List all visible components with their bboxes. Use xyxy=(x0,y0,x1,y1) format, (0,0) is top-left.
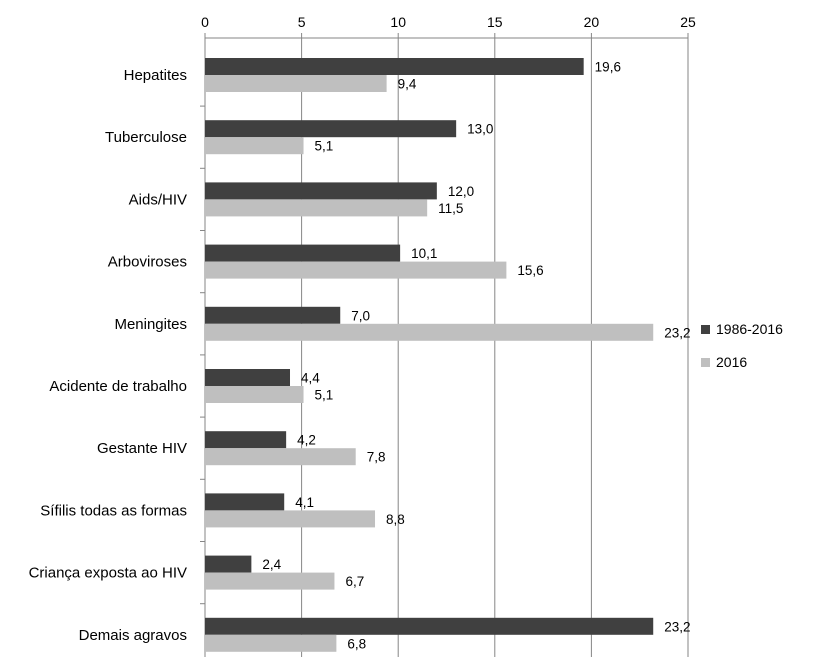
bar-1986-2016 xyxy=(205,369,291,386)
data-label: 19,6 xyxy=(595,60,621,75)
bar-2016 xyxy=(205,137,304,155)
data-label: 10,1 xyxy=(411,246,437,261)
data-label: 4,4 xyxy=(301,371,320,386)
y-axis: Hepatites Tuberculose Aids/HIV Arboviroses M… xyxy=(29,38,206,657)
x-tick-label: 10 xyxy=(390,14,406,30)
data-label: 6,8 xyxy=(347,636,366,651)
data-label: 5,1 xyxy=(315,139,334,154)
data-label: 12,0 xyxy=(448,184,474,199)
category-label: Sífilis todas as formas xyxy=(40,502,187,519)
bars xyxy=(205,58,654,652)
data-label: 4,2 xyxy=(297,433,316,448)
data-label: 9,4 xyxy=(398,77,417,92)
category-label: Arboviroses xyxy=(108,254,187,271)
legend-swatch xyxy=(701,358,710,367)
bar-1986-2016 xyxy=(205,431,287,449)
category-label: Aids/HIV xyxy=(129,191,187,208)
category-label: Demais agravos xyxy=(79,627,187,644)
bar-2016 xyxy=(205,448,356,466)
data-label: 23,2 xyxy=(664,325,690,340)
bar-2016 xyxy=(205,75,387,92)
bar-1986-2016 xyxy=(205,182,437,200)
data-labels: 19,6 13,0 12,0 10,1 7,0 4,4 4,2 4,1 2,4 23,2 9,4 5,… xyxy=(262,60,690,652)
x-tick-label: 20 xyxy=(584,14,600,30)
bar-2016 xyxy=(205,261,507,279)
category-label: Criança exposta ao HIV xyxy=(29,565,187,582)
legend: 1986-2016 2016 xyxy=(701,321,783,370)
x-axis: 0 5 10 15 20 25 xyxy=(201,14,696,39)
data-label: 23,2 xyxy=(664,619,690,634)
legend-label: 1986-2016 xyxy=(716,321,783,337)
bar-2016 xyxy=(205,323,654,341)
bar-1986-2016 xyxy=(205,306,341,324)
data-label: 6,7 xyxy=(345,574,364,589)
x-tick-label: 0 xyxy=(201,14,209,30)
data-label: 7,0 xyxy=(351,308,370,323)
bar-1986-2016 xyxy=(205,120,457,138)
bar-1986-2016 xyxy=(205,58,584,75)
x-tick-label: 15 xyxy=(487,14,503,30)
x-tick-label: 25 xyxy=(680,14,696,30)
data-label: 7,8 xyxy=(367,450,386,465)
data-label: 13,0 xyxy=(467,122,493,137)
bar-1986-2016 xyxy=(205,493,285,511)
legend-label: 2016 xyxy=(716,354,747,370)
bar-1986-2016 xyxy=(205,617,654,635)
bar-1986-2016 xyxy=(205,244,401,262)
data-label: 5,1 xyxy=(315,388,334,403)
bar-2016 xyxy=(205,510,376,528)
data-label: 8,8 xyxy=(386,512,405,527)
bar-2016 xyxy=(205,572,335,590)
bar-1986-2016 xyxy=(205,555,252,573)
category-label: Gestante HIV xyxy=(97,440,187,457)
bar-2016 xyxy=(205,634,337,652)
legend-swatch xyxy=(701,325,710,334)
category-label: Meningites xyxy=(114,316,187,333)
data-label: 4,1 xyxy=(295,495,314,510)
category-label: Acidente de trabalho xyxy=(49,378,187,395)
bar-2016 xyxy=(205,199,428,217)
data-label: 2,4 xyxy=(262,557,281,572)
category-label: Hepatites xyxy=(124,67,187,84)
data-label: 15,6 xyxy=(517,263,543,278)
data-label: 11,5 xyxy=(438,201,463,216)
category-label: Tuberculose xyxy=(105,129,187,146)
x-tick-label: 5 xyxy=(298,14,306,30)
gridlines xyxy=(301,38,689,657)
bar-2016 xyxy=(205,386,304,403)
